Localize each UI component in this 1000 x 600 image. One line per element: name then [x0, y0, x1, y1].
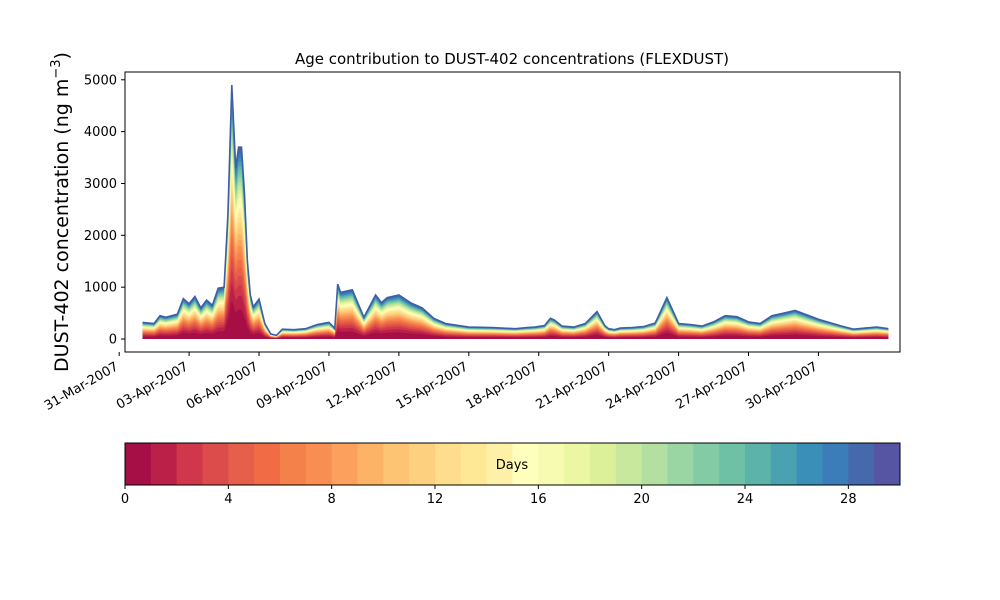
y-axis-label-close: ) [51, 52, 73, 59]
colorbar-swatch [357, 443, 384, 485]
colorbar-swatch [822, 443, 849, 485]
colorbar-swatch [667, 443, 694, 485]
colorbar-frame [124, 442, 901, 486]
x-tick-label: 06-Apr-2007 [184, 359, 261, 412]
colorbar-swatch [538, 443, 565, 485]
x-tick-label: 18-Apr-2007 [464, 359, 541, 412]
colorbar-swatch [590, 443, 617, 485]
y-axis-label-main: DUST-402 concentration (ng m [51, 79, 73, 372]
y-tick-label: 5000 [84, 73, 117, 88]
age-band-area-29 [142, 85, 889, 339]
x-tick-label: 30-Apr-2007 [743, 359, 820, 412]
colorbar-swatch [693, 443, 720, 485]
x-tick-label: 15-Apr-2007 [394, 359, 471, 412]
stacked-age-areas [142, 84, 889, 340]
colorbar-ticks: 0 4 8 12 16 20 24 28 [121, 485, 857, 507]
x-tick-label: 27-Apr-2007 [673, 359, 750, 412]
colorbar-swatch [719, 443, 746, 485]
total-concentration-line [142, 84, 889, 337]
age-band-area-25 [142, 104, 889, 339]
colorbar-tick-label: 16 [530, 492, 547, 507]
y-tick-label: 0 [109, 333, 117, 348]
colorbar-swatch [228, 443, 255, 485]
x-tick-label: 03-Apr-2007 [114, 359, 191, 412]
colorbar-tick-label: 28 [840, 492, 857, 507]
colorbar-tick-label: 20 [633, 492, 650, 507]
colorbar-tick-label: 24 [737, 492, 754, 507]
colorbar-swatch [512, 443, 539, 485]
colorbar-swatch [176, 443, 203, 485]
x-tick-label: 21-Apr-2007 [534, 359, 611, 412]
colorbar-swatch [435, 443, 462, 485]
colorbar-swatch [460, 443, 488, 485]
colorbar-tick-label: 4 [224, 492, 232, 507]
plot-frame [124, 71, 901, 353]
y-tick-label: 1000 [84, 281, 117, 296]
colorbar-swatch [796, 443, 823, 485]
y-tick-label: 2000 [84, 229, 117, 244]
colorbar-swatch [150, 443, 178, 485]
colorbar-swatch [564, 443, 591, 485]
colorbar-swatch [486, 443, 513, 485]
x-axis-ticks: 31-Mar-200703-Apr-200706-Apr-200709-Apr-… [42, 352, 820, 414]
y-tick-label: 3000 [84, 177, 117, 192]
colorbar-tick-label: 12 [427, 492, 444, 507]
colorbar-swatch [770, 443, 798, 485]
colorbar-tick-label: 0 [121, 492, 129, 507]
colorbar-swatch [409, 443, 436, 485]
age-band-area-28 [142, 89, 889, 339]
y-axis-label-exponent: −3 [49, 59, 64, 78]
y-axis-ticks: 0 1000 2000 3000 4000 5000 [84, 73, 125, 348]
colorbar-swatch [874, 443, 901, 485]
colorbar-swatch [848, 443, 875, 485]
colorbar-swatch [280, 443, 307, 485]
colorbar-swatch [254, 443, 281, 485]
colorbar-swatch [125, 443, 152, 485]
age-band-area-27 [142, 94, 889, 340]
colorbar-swatch [383, 443, 410, 485]
y-tick-label: 4000 [84, 125, 117, 140]
colorbar-swatch [202, 443, 229, 485]
colorbar-swatch [305, 443, 333, 485]
colorbar-swatch [331, 443, 358, 485]
age-band-area-0 [142, 299, 889, 339]
age-band-area-26 [142, 99, 889, 339]
x-tick-label: 09-Apr-2007 [254, 359, 331, 412]
x-tick-label: 12-Apr-2007 [324, 359, 401, 412]
chart-title: Age contribution to DUST-402 concentrati… [295, 50, 729, 68]
y-axis-label: DUST-402 concentration (ng m−3) [49, 52, 73, 372]
colorbar-swatch [641, 443, 668, 485]
colorbar-tick-label: 8 [328, 492, 336, 507]
colorbar [125, 443, 901, 485]
colorbar-swatch [745, 443, 772, 485]
colorbar-swatch [615, 443, 643, 485]
colorbar-label: Days [496, 458, 529, 473]
x-tick-label: 24-Apr-2007 [603, 359, 680, 412]
